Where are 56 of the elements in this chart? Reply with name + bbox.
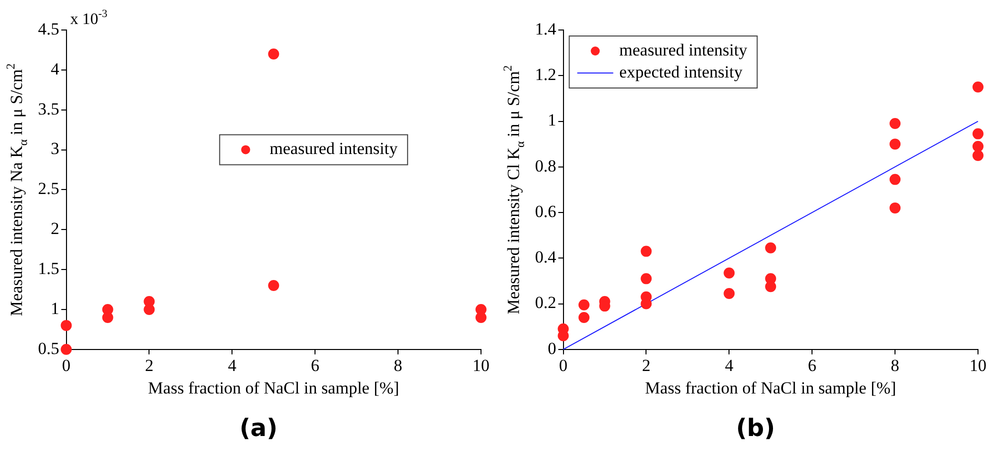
- point: [890, 174, 901, 185]
- point: [640, 246, 652, 257]
- y-tick-label: 1.5: [38, 259, 60, 278]
- x-tick-label: 6: [310, 356, 320, 376]
- point: [765, 242, 776, 254]
- point: [972, 140, 984, 152]
- x-tick-label: 8: [394, 356, 402, 376]
- point: [60, 320, 72, 331]
- y-axis-title: Measured intensity Cl Kα in μ S/cm2: [500, 65, 528, 314]
- y-tick-label: 1: [50, 298, 60, 318]
- x-axis-title: Mass fraction of NaCl in sample [%]: [645, 378, 896, 398]
- point: [268, 48, 280, 60]
- point: [890, 202, 901, 214]
- point: [972, 150, 984, 161]
- x-tick-label: 2: [642, 356, 650, 376]
- x-tick-label: 8: [890, 356, 900, 376]
- legend-label: measured intensity: [270, 139, 398, 158]
- y-tick-label: 0: [548, 338, 556, 358]
- y-tick-label: 1.4: [535, 19, 557, 38]
- point: [578, 299, 590, 310]
- text: (b): [736, 414, 776, 442]
- y-tick-label: 2: [50, 219, 60, 238]
- x-tick-label: 10: [472, 356, 490, 376]
- y-tick-label: 0.4: [535, 248, 557, 267]
- y-tick-label: 0.6: [535, 202, 556, 221]
- y-tick-label: 0.5: [38, 338, 60, 358]
- text: (a): [239, 414, 278, 442]
- legend-label: expected intensity: [619, 62, 743, 82]
- point: [890, 138, 901, 150]
- point: [724, 267, 735, 278]
- point: [724, 288, 735, 300]
- y-tick-label: 3: [50, 139, 60, 158]
- y-tick-label: 0.2: [535, 293, 556, 312]
- point: [972, 82, 984, 93]
- y-tick-label: 4: [50, 59, 60, 78]
- x-tick-label: 6: [808, 356, 816, 376]
- x-axis-title: Mass fraction of NaCl in sample [%]: [148, 378, 400, 398]
- point: [890, 118, 901, 130]
- y-tick-label: 4.5: [38, 19, 60, 38]
- y-tick-label: 0.8: [535, 156, 556, 176]
- x-tick-label: 2: [144, 356, 154, 376]
- y-tick-label: 3.5: [38, 99, 60, 118]
- x-tick-label: 10: [970, 356, 986, 376]
- point: [765, 281, 776, 292]
- point: [268, 280, 280, 292]
- y-axis-title: Measured intensity Na Kα in μ S/cm2: [3, 63, 30, 316]
- y-tick-label: 1.2: [535, 65, 556, 84]
- point: [60, 344, 72, 355]
- y-tick-label: 1: [548, 110, 556, 130]
- point: [972, 128, 984, 140]
- point: [640, 273, 652, 284]
- y-tick-label: 2.5: [38, 179, 60, 198]
- legend-label: measured intensity: [619, 40, 748, 60]
- x-tick-label: 4: [228, 356, 237, 376]
- x-tick-label: 4: [724, 356, 734, 376]
- point: [578, 312, 590, 323]
